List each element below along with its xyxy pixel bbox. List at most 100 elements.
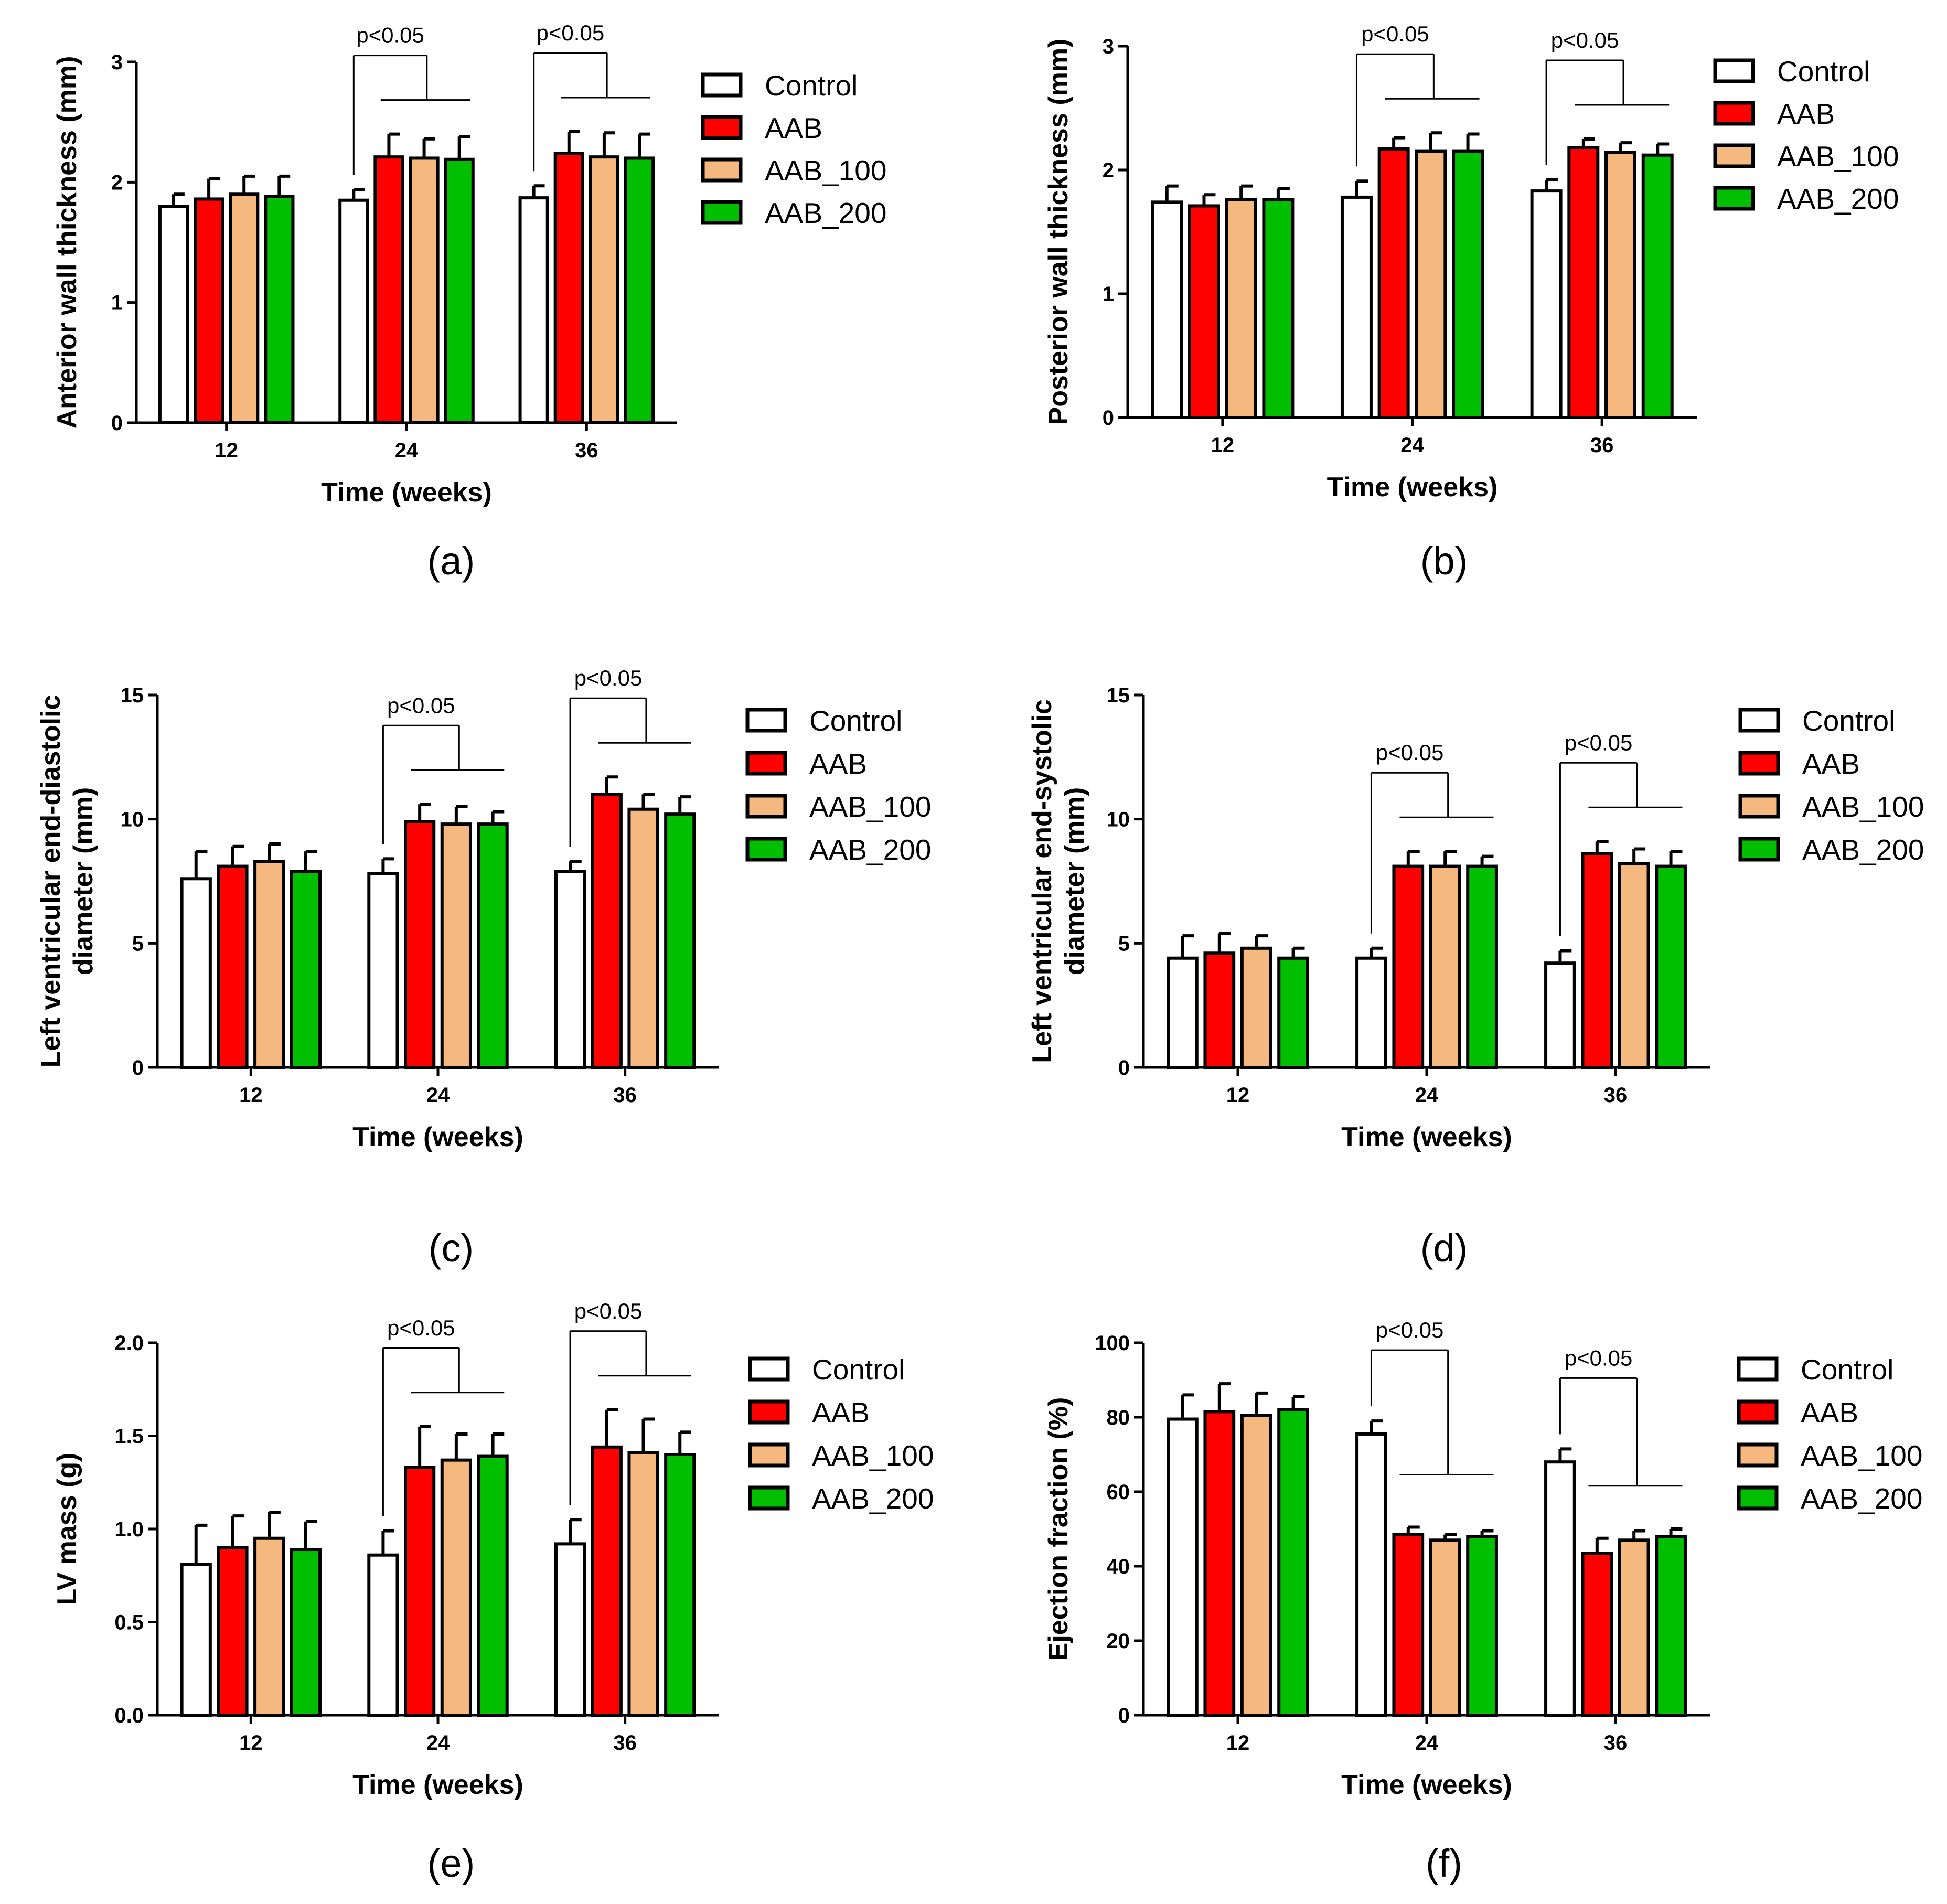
panel-caption: (c) <box>429 1226 474 1270</box>
significance-label: p<0.05 <box>387 1315 455 1340</box>
y-tick-label: 0.0 <box>114 1704 144 1727</box>
bar-control <box>1167 1417 1199 1717</box>
y-axis-label: Posterior wall thickness (mm) <box>1043 39 1074 425</box>
bar-aab_100 <box>253 860 285 1069</box>
x-tick-label: 36 <box>1604 1084 1628 1107</box>
x-axis-label: Time (weeks) <box>352 1122 523 1152</box>
x-tick-label: 12 <box>215 439 238 462</box>
legend-swatch <box>1737 1442 1779 1468</box>
x-tick-label: 12 <box>1226 1084 1250 1107</box>
y-axis-label: Ejection fraction (%) <box>1043 1397 1074 1661</box>
bar-aab <box>404 820 436 1069</box>
bar-aab <box>1203 951 1236 1069</box>
bar-aab_200 <box>664 1453 696 1717</box>
significance-label: p<0.05 <box>1565 1345 1633 1370</box>
bar-control <box>1167 956 1199 1069</box>
legend-label: AAB_100 <box>809 790 931 823</box>
y-axis-label: diameter (mm) <box>68 787 99 975</box>
legend-swatch <box>1713 58 1755 83</box>
legend-swatch <box>701 72 743 98</box>
bar-aab_200 <box>1277 1408 1309 1717</box>
legend-label: Control <box>765 69 858 102</box>
bar-aab_100 <box>1429 1538 1461 1717</box>
legend-label: AAB_100 <box>1801 1439 1922 1472</box>
panel-caption: (d) <box>1420 1226 1468 1270</box>
y-axis-label: diameter (mm) <box>1060 787 1090 975</box>
significance-bracket: p<0.05 <box>1545 28 1670 165</box>
bar-aab_100 <box>1225 198 1257 419</box>
y-tick-label: 0 <box>1118 1056 1130 1079</box>
y-tick-label: 1.0 <box>114 1518 144 1541</box>
y-tick-label: 40 <box>1107 1555 1130 1578</box>
bar-aab <box>373 155 404 424</box>
x-axis-label: Time (weeks) <box>1341 1770 1512 1800</box>
legend-swatch <box>1713 101 1755 126</box>
x-tick-label: 12 <box>239 1731 263 1755</box>
significance-bracket: p<0.05 <box>382 1315 505 1516</box>
legend-swatch <box>1738 794 1780 819</box>
significance-bracket: p<0.05 <box>1559 730 1683 936</box>
bar-aab_100 <box>1618 862 1650 1069</box>
legend: Control AAB AAB_100 AAB_200 <box>745 704 931 866</box>
legend-label: AAB <box>1802 747 1860 780</box>
legend-swatch <box>1737 1399 1779 1425</box>
y-tick-label: 0.5 <box>114 1611 144 1634</box>
x-tick-label: 24 <box>1400 434 1424 457</box>
significance-bracket: p<0.05 <box>352 23 470 175</box>
bar-aab_100 <box>1604 151 1637 419</box>
bar-aab <box>1581 852 1613 1069</box>
legend: Control AAB AAB_100 AAB_200 <box>1738 704 1924 866</box>
significance-label: p<0.05 <box>1565 730 1633 755</box>
x-axis-label: Time (weeks) <box>352 1770 523 1800</box>
y-axis-label: Anterior wall thickness (mm) <box>52 56 82 429</box>
bar-aab_200 <box>1277 956 1309 1069</box>
significance-bracket: p<0.05 <box>533 20 650 172</box>
y-tick-label: 20 <box>1107 1630 1130 1653</box>
y-tick-label: 3 <box>111 51 123 74</box>
bar-aab_100 <box>589 155 619 424</box>
bar-aab_200 <box>264 195 295 424</box>
bar-control <box>338 198 369 424</box>
legend-swatch <box>1737 1485 1779 1511</box>
legend-label: AAB <box>812 1396 870 1429</box>
bar-aab_100 <box>1415 149 1447 419</box>
bar-aab <box>217 864 249 1069</box>
bar-control <box>1544 1460 1576 1717</box>
significance-bracket: p<0.05 <box>382 693 505 844</box>
bar-aab_200 <box>1466 1535 1498 1717</box>
x-axis-label: Time (weeks) <box>1327 472 1498 502</box>
significance-label: p<0.05 <box>574 666 643 690</box>
legend-swatch <box>1738 708 1780 733</box>
bar-aab <box>1581 1552 1613 1717</box>
bar-aab <box>194 197 224 424</box>
significance-bracket: p<0.05 <box>569 1299 691 1505</box>
bar-aab <box>553 152 584 424</box>
legend-swatch <box>701 115 743 140</box>
legend-swatch <box>748 1442 790 1468</box>
bar-aab_200 <box>444 157 475 424</box>
x-tick-label: 36 <box>613 1731 637 1755</box>
x-tick-label: 24 <box>1415 1084 1439 1107</box>
y-tick-label: 0 <box>1118 1704 1130 1727</box>
legend: Control AAB AAB_100 AAB_200 <box>1737 1353 1922 1515</box>
bar-aab_200 <box>477 822 509 1069</box>
legend-swatch <box>745 708 787 733</box>
bar-control <box>367 1553 399 1717</box>
bar-aab <box>1392 864 1425 1069</box>
x-tick-label: 36 <box>575 439 598 462</box>
legend-swatch <box>1738 751 1780 776</box>
bar-aab_200 <box>290 870 322 1069</box>
bar-aab <box>1567 146 1600 419</box>
significance-label: p<0.05 <box>1361 22 1429 46</box>
legend-swatch <box>745 751 787 776</box>
legend-swatch <box>748 1485 790 1511</box>
bar-control <box>180 1563 212 1717</box>
legend-label: AAB_200 <box>1801 1482 1922 1515</box>
x-tick-label: 12 <box>1211 434 1235 457</box>
legend-swatch <box>701 157 743 183</box>
significance-bracket: p<0.05 <box>1355 22 1480 167</box>
bar-aab <box>1392 1533 1425 1717</box>
bar-aab <box>591 1445 623 1717</box>
